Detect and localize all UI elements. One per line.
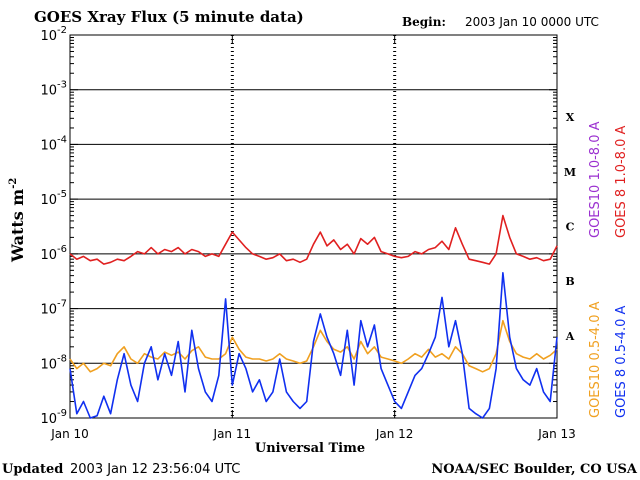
y-tick-label: 10-3 xyxy=(40,80,67,99)
flare-class-labels: X M C B A xyxy=(564,111,576,343)
y-tick-label-exponent: -7 xyxy=(57,299,67,310)
legend-goes8-long: GOES 8 1.0-8.0 A xyxy=(614,126,629,238)
series-line-goes-8-0-5-4-0-a xyxy=(69,271,558,419)
flare-class-b: B xyxy=(565,275,574,288)
flare-class-x: X xyxy=(566,111,575,124)
y-tick-label-exponent: -8 xyxy=(57,353,67,364)
credit-text: NOAA/SEC Boulder, CO USA xyxy=(431,462,638,477)
begin-label: Begin: xyxy=(402,15,446,29)
y-tick-label: 10-8 xyxy=(40,353,67,372)
legend-goes8-short: GOES 8 0.5-4.0 A xyxy=(614,306,629,418)
flare-class-c: C xyxy=(566,221,575,234)
x-tick-label: Jan 13 xyxy=(537,427,576,441)
legend-goes10-short: GOES10 0.5-4.0 A xyxy=(588,301,603,418)
x-tick-label: Jan 12 xyxy=(375,427,414,441)
y-tick-label-exponent: -9 xyxy=(57,408,67,419)
flare-class-a: A xyxy=(565,330,575,343)
y-tick-label-base: 10 xyxy=(40,357,57,372)
y-tick-label-base: 10 xyxy=(40,29,57,44)
y-tick-label-exponent: -4 xyxy=(57,134,67,145)
flare-class-m: M xyxy=(564,166,576,179)
updated-value: 2003 Jan 12 23:56:04 UTC xyxy=(70,462,240,477)
legend-goes10-long: GOES10 1.0-8.0 A xyxy=(588,121,603,238)
day-divider-ticks xyxy=(230,35,397,418)
y-tick-label: 10-7 xyxy=(40,299,67,318)
y-tick-label: 10-4 xyxy=(40,134,67,153)
y-axis-title: Watts m-2 xyxy=(8,178,27,263)
y-tick-label-exponent: -3 xyxy=(57,80,67,91)
y-tick-label-exponent: -6 xyxy=(57,244,67,255)
series-line-goes-8-1-0-8-0-a xyxy=(69,214,558,265)
x-axis-ticks: Jan 10 Jan 11 Jan 12 Jan 13 xyxy=(50,35,576,441)
y-tick-label-exponent: -2 xyxy=(57,25,67,36)
y-tick-label: 10-6 xyxy=(40,244,67,263)
y-axis-ticks: 10-210-310-410-510-610-710-810-9 xyxy=(40,25,557,427)
y-tick-label: 10-2 xyxy=(40,25,67,44)
plot-frame xyxy=(69,34,558,419)
updated-label: Updated xyxy=(2,462,63,477)
y-tick-label-base: 10 xyxy=(40,84,57,99)
chart-title: GOES Xray Flux (5 minute data) xyxy=(34,8,304,26)
y-tick-label-base: 10 xyxy=(40,412,57,427)
svg-text:Watts m-2: Watts m-2 xyxy=(8,178,27,263)
y-tick-label-base: 10 xyxy=(40,248,57,263)
y-axis-title-text: Watts m xyxy=(8,189,27,263)
x-tick-label: Jan 10 xyxy=(50,427,89,441)
x-tick-label: Jan 11 xyxy=(213,427,252,441)
y-tick-label-base: 10 xyxy=(40,193,57,208)
y-tick-label-base: 10 xyxy=(40,303,57,318)
y-axis-title-exponent: -2 xyxy=(8,178,19,189)
begin-value: 2003 Jan 10 0000 UTC xyxy=(465,15,599,29)
grid-lines xyxy=(70,89,557,364)
y-tick-label: 10-5 xyxy=(40,189,67,208)
y-tick-label-exponent: -5 xyxy=(57,189,67,200)
series-lines xyxy=(69,214,558,419)
y-tick-label-base: 10 xyxy=(40,138,57,153)
x-axis-title: Universal Time xyxy=(255,441,365,456)
y-tick-label: 10-9 xyxy=(40,408,67,427)
